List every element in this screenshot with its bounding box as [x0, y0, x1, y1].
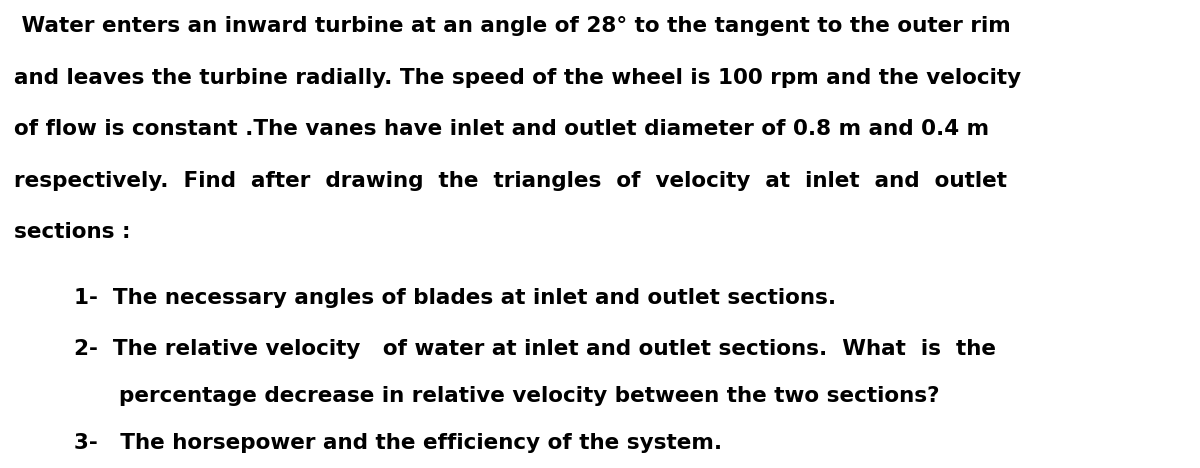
- Text: 2-  The relative velocity   of water at inlet and outlet sections.  What  is  th: 2- The relative velocity of water at inl…: [74, 339, 996, 359]
- Text: respectively.  Find  after  drawing  the  triangles  of  velocity  at  inlet  an: respectively. Find after drawing the tri…: [14, 171, 1008, 191]
- Text: sections :: sections :: [14, 222, 131, 242]
- Text: 1-  The necessary angles of blades at inlet and outlet sections.: 1- The necessary angles of blades at inl…: [74, 288, 836, 308]
- Text: of flow is constant .The vanes have inlet and outlet diameter of 0.8 m and 0.4 m: of flow is constant .The vanes have inle…: [14, 119, 990, 139]
- Text: and leaves the turbine radially. The speed of the wheel is 100 rpm and the veloc: and leaves the turbine radially. The spe…: [14, 68, 1021, 88]
- Text: percentage decrease in relative velocity between the two sections?: percentage decrease in relative velocity…: [74, 386, 940, 406]
- Text: 3-   The horsepower and the efficiency of the system.: 3- The horsepower and the efficiency of …: [74, 433, 722, 453]
- Text: Water enters an inward turbine at an angle of 28° to the tangent to the outer ri: Water enters an inward turbine at an ang…: [14, 16, 1012, 37]
